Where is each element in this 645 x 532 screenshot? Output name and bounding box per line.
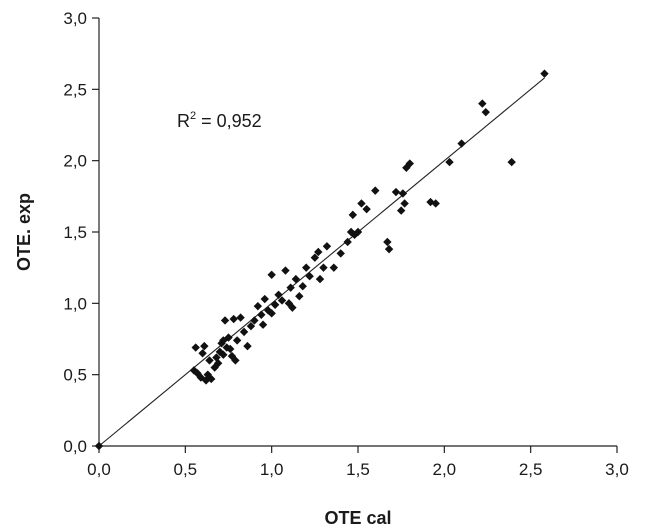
data-point [277,296,287,305]
data-point [236,313,245,322]
x-ticks: 0,0 0,5 1,0 1,5 2,0 2,5 3,0 [87,446,629,479]
data-point [398,189,408,198]
y-ticks: 0,0 0,5 1,0 1,5 2,0 2,5 3,0 [63,9,99,456]
data-point [295,292,304,301]
x-tick-label: 1,0 [260,460,284,479]
data-point [288,303,297,312]
data-point [250,316,259,325]
data-point [400,199,409,208]
data-point [281,266,290,275]
data-point [226,344,235,354]
data-point [239,327,249,337]
data-point [258,320,268,329]
data-point [357,199,366,208]
data-point [405,159,414,168]
x-tick-label: 0,5 [174,460,198,479]
r-squared-prefix: R [177,111,190,131]
data-point [314,247,323,257]
data-point [343,237,352,247]
data-point [383,237,392,247]
data-point [481,107,490,117]
data-point [384,244,394,254]
y-tick-label: 1,5 [63,223,87,242]
y-tick-label: 1,0 [63,294,87,313]
data-point [291,274,301,284]
data-point [362,204,371,214]
x-tick-label: 2,5 [519,460,543,479]
data-point [243,341,252,351]
r-squared-value: = 0,952 [196,111,262,131]
data-point [270,300,280,309]
data-point [215,347,225,357]
y-tick-label: 3,0 [63,9,87,28]
data-point [305,272,314,281]
data-point [319,263,328,272]
x-tick-label: 2,0 [433,460,457,479]
data-point [213,359,223,368]
regression-line-group [98,77,545,447]
data-point [198,349,207,358]
data-point [219,350,228,359]
data-point [274,290,283,299]
data-point [253,301,263,311]
data-point [445,157,454,167]
data-point [310,253,320,262]
data-point [205,356,214,365]
data-point [231,356,240,365]
data-point [229,314,238,324]
x-tick-label: 3,0 [605,460,629,479]
data-point [246,321,256,331]
y-axis-title: OTE. exp [14,193,34,271]
data-point [336,249,345,258]
y-tick-label: 2,5 [63,80,87,99]
data-point [431,199,440,208]
data-point [212,353,221,362]
data-point [302,263,311,272]
data-point [322,242,332,251]
regression-line [98,77,545,447]
data-point [346,227,356,237]
data-point [396,206,406,215]
data-point [507,157,516,167]
data-point [224,333,233,342]
data-point [457,139,466,148]
data-point [286,283,295,292]
data-point [267,270,276,279]
data-point [257,310,266,319]
data-point [200,341,209,351]
r-squared-superscript: 2 [190,110,196,122]
data-point [260,294,269,304]
data-point [315,274,325,284]
data-point [191,343,200,352]
y-tick-label: 2,0 [63,152,87,171]
r-squared-annotation: R2 = 0,952 [177,110,262,131]
data-point [220,316,230,325]
data-point [371,186,380,195]
data-point [353,227,363,237]
data-point [350,230,359,240]
y-tick-label: 0,0 [63,437,87,456]
x-tick-label: 1,5 [346,460,370,479]
data-point [348,210,358,220]
x-axis-title: OTE cal [324,508,391,528]
data-point [540,69,549,78]
data-point [207,374,216,384]
data-point [478,99,487,108]
x-tick-label: 0,0 [87,460,111,479]
data-point [94,441,104,451]
data-point [298,282,307,291]
data-point [329,263,339,272]
data-point [391,187,401,197]
data-points [94,69,549,451]
data-point [267,309,276,318]
data-point [203,370,212,379]
y-tick-label: 0,5 [63,366,87,385]
data-point [232,336,242,345]
